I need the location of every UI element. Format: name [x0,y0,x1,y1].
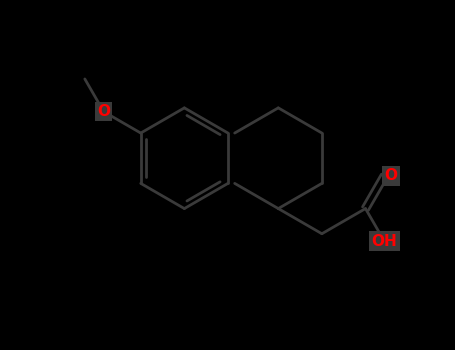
Text: OH: OH [371,234,397,249]
Text: O: O [97,104,110,119]
Text: O: O [384,168,397,183]
